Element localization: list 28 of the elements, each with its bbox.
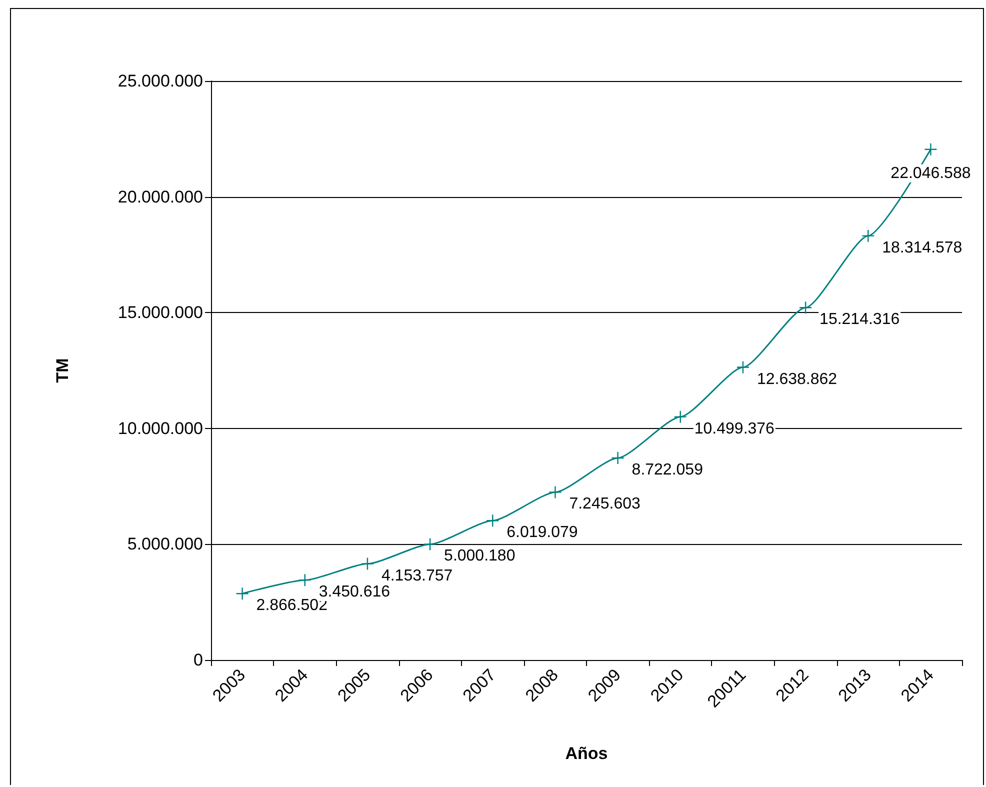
data-label: 5.000.180: [444, 548, 516, 565]
y-tick-label: 5.000.000: [127, 534, 203, 554]
y-tick-label: 10.000.000: [118, 418, 203, 438]
data-label: 10.499.376: [694, 420, 775, 438]
y-tick-label: 20.000.000: [118, 187, 203, 206]
data-label: 3.450.616: [318, 584, 390, 601]
x-axis-title: Años: [565, 744, 608, 763]
y-axis-title: TM: [53, 358, 72, 383]
data-label: 8.722.059: [632, 461, 704, 478]
point: [862, 230, 874, 242]
data-label: 4.153.757: [381, 567, 453, 584]
data-label: 12.638.862: [756, 370, 838, 388]
data-label: 6.019.079: [506, 524, 578, 542]
data-label: 18.314.578: [882, 239, 962, 256]
point: [736, 361, 749, 374]
point: [361, 558, 374, 570]
point: [674, 410, 686, 423]
point: [924, 143, 937, 156]
y-tick-label: 15.000.000: [118, 303, 203, 322]
point: [612, 452, 624, 464]
point: [549, 486, 562, 498]
point: [236, 588, 248, 600]
data-label: 7.245.603: [569, 496, 640, 513]
data-label: 15.214.316: [820, 311, 900, 328]
y-tick-label: 0: [194, 650, 203, 670]
data-label: 22.046.588: [890, 164, 971, 182]
y-tick-label: 25.000.000: [118, 72, 203, 90]
point: [424, 538, 436, 550]
